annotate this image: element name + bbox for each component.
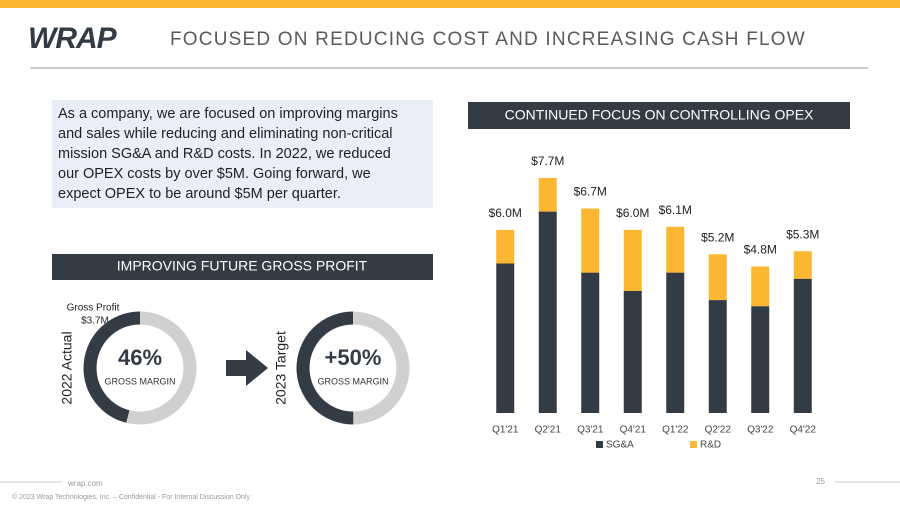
donut-value: 46% — [118, 345, 162, 370]
legend-label: R&D — [700, 440, 721, 451]
bar-segment — [793, 251, 812, 279]
intro-text: As a company, we are focused on improvin… — [58, 106, 398, 202]
bar-segment — [538, 211, 557, 413]
bar-segment — [751, 266, 770, 307]
x-tick-label: Q2'22 — [705, 425, 732, 436]
legend-label: SG&A — [606, 440, 634, 451]
bar-segment — [538, 178, 557, 212]
bar-segment — [666, 272, 685, 413]
bar-segment — [793, 278, 812, 413]
side-label: 2022 Actual — [59, 331, 75, 404]
gp-note: Gross Profit — [67, 303, 120, 314]
side-label: 2023 Target — [273, 331, 289, 405]
donut-value: +50% — [325, 345, 382, 370]
gp-heading: IMPROVING FUTURE GROSS PROFIT — [117, 258, 368, 274]
total-label: $4.8M — [744, 243, 777, 257]
x-tick-label: Q3'22 — [747, 425, 774, 436]
intro-line: our OPEX costs by over $5M. Going forwar… — [58, 166, 371, 182]
x-tick-label: Q1'22 — [662, 425, 689, 436]
legend-swatch — [596, 441, 603, 448]
bar-segment — [496, 263, 515, 413]
footer-site: wrap.com — [67, 479, 103, 488]
intro-line: expect OPEX to be around $5M per quarter… — [58, 186, 341, 202]
total-label: $5.3M — [786, 227, 819, 241]
bar-segment — [708, 300, 727, 413]
top-bar — [0, 0, 900, 8]
bar-segment — [666, 226, 685, 273]
legend-swatch — [690, 441, 697, 448]
bar-segment — [623, 290, 642, 413]
page-number: 25 — [816, 477, 825, 486]
bar-segment — [751, 306, 770, 413]
gp-note: $3.7M — [81, 316, 109, 327]
x-tick-label: Q1'21 — [492, 425, 519, 436]
bar-segment — [708, 254, 727, 301]
bar-segment — [623, 229, 642, 291]
x-tick-label: Q3'21 — [577, 425, 604, 436]
chart-heading-bar — [468, 102, 850, 129]
total-label: $6.0M — [616, 206, 649, 220]
gp-heading-bar — [52, 254, 433, 280]
chart-title: CONTINUED FOCUS ON CONTROLLING OPEX — [505, 107, 814, 123]
bar-segment — [581, 208, 600, 273]
total-label: $5.2M — [701, 230, 734, 244]
donut-arc — [296, 311, 410, 425]
x-tick-label: Q2'21 — [535, 425, 562, 436]
total-label: $6.7M — [574, 185, 607, 199]
bar-segment — [496, 229, 515, 264]
intro-box — [52, 100, 433, 208]
donut-caption: GROSS MARGIN — [104, 376, 175, 386]
bar-segment — [581, 272, 600, 413]
copyright: © 2023 Wrap Technologies, Inc. – Confide… — [12, 493, 250, 501]
slide-title: FOCUSED ON REDUCING COST AND INCREASING … — [170, 29, 806, 50]
total-label: $6.1M — [659, 203, 692, 217]
logo: WRAP — [28, 22, 118, 55]
total-label: $6.0M — [489, 206, 522, 220]
intro-line: As a company, we are focused on improvin… — [58, 106, 398, 122]
donut-caption: GROSS MARGIN — [317, 376, 388, 386]
intro-line: and sales while reducing and eliminating… — [58, 126, 393, 142]
x-tick-label: Q4'21 — [620, 425, 647, 436]
arrow — [226, 350, 268, 386]
donut-arc — [83, 311, 197, 425]
x-tick-label: Q4'22 — [790, 425, 817, 436]
total-label: $7.7M — [531, 154, 564, 168]
intro-line: mission SG&A and R&D costs. In 2022, we … — [58, 146, 391, 162]
